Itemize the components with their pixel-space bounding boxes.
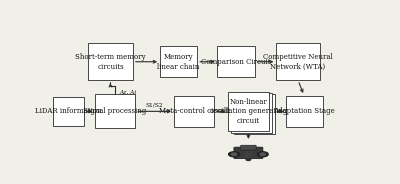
Text: Meta-control circuit: Meta-control circuit — [158, 107, 230, 115]
Text: Memory
linear chain: Memory linear chain — [158, 53, 200, 70]
Circle shape — [231, 153, 237, 155]
Text: Competitive Neural
Network (WTA): Competitive Neural Network (WTA) — [263, 53, 333, 70]
FancyBboxPatch shape — [286, 96, 323, 127]
Circle shape — [257, 152, 268, 157]
Text: Adaptation Stage: Adaptation Stage — [273, 107, 335, 115]
FancyBboxPatch shape — [160, 46, 197, 77]
FancyBboxPatch shape — [95, 94, 135, 128]
Text: Signal processing: Signal processing — [84, 107, 147, 115]
FancyBboxPatch shape — [234, 147, 263, 159]
Text: Az, Ai: Az, Ai — [120, 89, 137, 94]
Text: S1/S2: S1/S2 — [146, 102, 164, 107]
Circle shape — [260, 153, 266, 155]
Circle shape — [229, 152, 240, 157]
FancyBboxPatch shape — [234, 94, 275, 134]
FancyBboxPatch shape — [241, 145, 256, 150]
FancyBboxPatch shape — [218, 46, 255, 77]
FancyBboxPatch shape — [174, 96, 214, 127]
Text: Short-term memory
circuits: Short-term memory circuits — [75, 53, 146, 70]
Text: Comparison Circuit: Comparison Circuit — [201, 58, 271, 66]
Text: LiDAR information: LiDAR information — [35, 107, 102, 115]
Text: Non-linear
oscillation generating
circuit: Non-linear oscillation generating circui… — [210, 98, 287, 125]
FancyBboxPatch shape — [88, 43, 133, 80]
FancyBboxPatch shape — [276, 43, 320, 80]
FancyBboxPatch shape — [231, 93, 272, 133]
Circle shape — [246, 158, 251, 160]
FancyBboxPatch shape — [53, 97, 84, 125]
FancyBboxPatch shape — [228, 91, 268, 131]
